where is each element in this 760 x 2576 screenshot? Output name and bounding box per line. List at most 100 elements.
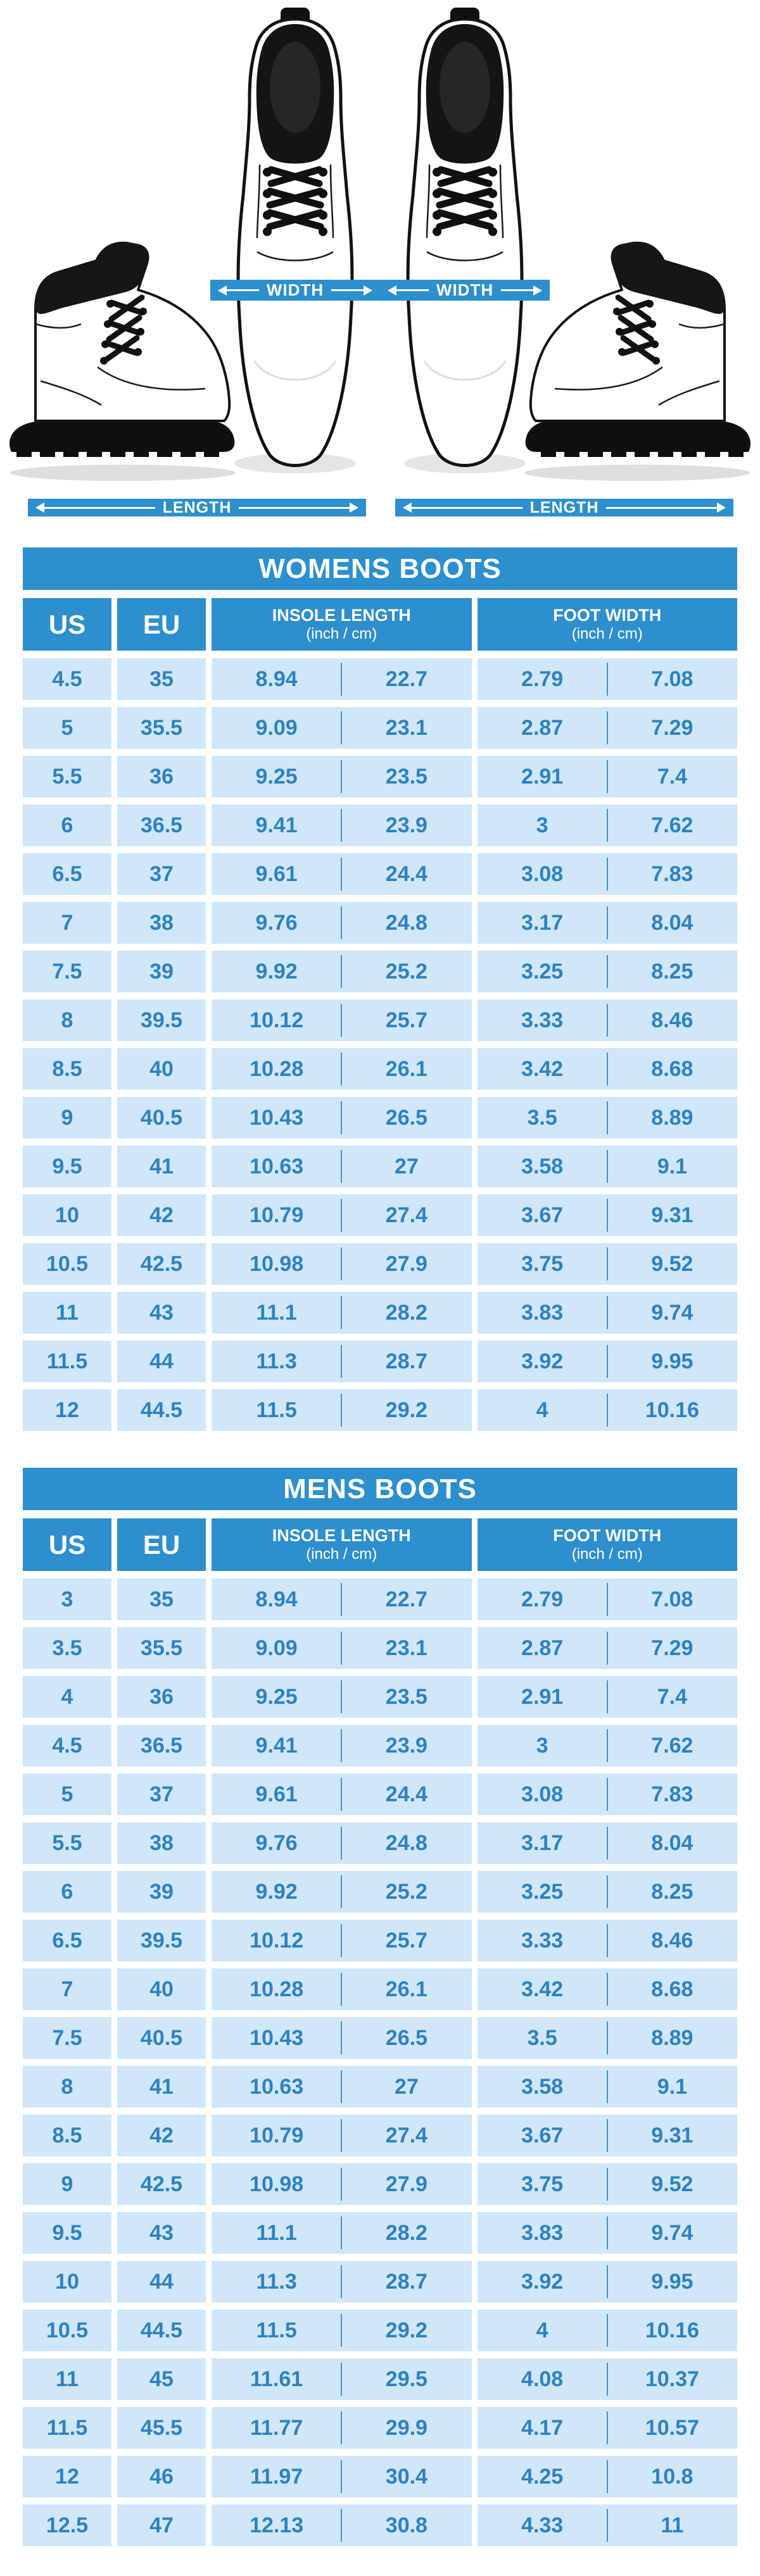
insole-length-cell: 9.76 24.8	[212, 902, 472, 944]
table-row: 12.5 47 12.13 30.8 4.33 11	[23, 2504, 737, 2546]
insole-cm-value: 22.7	[385, 1587, 428, 1611]
eu-size-cell: 39.5	[117, 1920, 206, 1961]
us-size-cell: 9.5	[23, 2212, 111, 2254]
eu-size-cell: 40	[117, 1968, 206, 2010]
unit-divider	[606, 1004, 608, 1037]
table-row: 10 44 11.3 28.7 3.92 9.95	[23, 2261, 737, 2303]
foot-width-cell: 3.83 9.74	[477, 2212, 737, 2254]
col-header-foot-units: (inch / cm)	[571, 1546, 643, 1563]
eu-size-cell: 42	[117, 1194, 206, 1236]
eu-size-cell: 42.5	[117, 1243, 206, 1285]
us-size-cell: 4	[23, 1676, 111, 1718]
insole-cm-value: 23.5	[385, 764, 428, 789]
insole-cm-value: 28.2	[385, 1300, 428, 1325]
insole-length-cell: 9.25 23.5	[212, 756, 472, 797]
width-measure-bar-right: WIDTH	[380, 280, 550, 301]
width-cm-value: 8.46	[651, 1928, 694, 1953]
table-row: 8.5 40 10.28 26.1 3.42 8.68	[23, 1048, 737, 1090]
unit-divider	[606, 1583, 608, 1616]
table-row: 10.5 42.5 10.98 27.9 3.75 9.52	[23, 1243, 737, 1285]
unit-divider	[606, 2509, 608, 2542]
length-measure-row: LENGTH LENGTH	[28, 499, 733, 516]
unit-divider	[606, 1150, 608, 1183]
insole-cm-value: 23.1	[385, 1635, 428, 1660]
insole-length-cell: 12.13 30.8	[212, 2504, 472, 2546]
insole-inch-value: 10.28	[250, 1056, 304, 1081]
width-inch-value: 3.83	[521, 2220, 564, 2245]
unit-divider	[341, 2314, 343, 2347]
width-cm-value: 7.08	[651, 1587, 694, 1611]
foot-width-cell: 3.75 9.52	[477, 2163, 737, 2205]
width-inch-value: 3.67	[521, 1203, 564, 1227]
foot-width-cell: 3.75 9.52	[477, 1243, 737, 1285]
insole-cm-value: 27	[394, 2074, 419, 2099]
unit-divider	[606, 858, 608, 891]
unit-divider	[606, 2216, 608, 2249]
unit-divider	[606, 1778, 608, 1811]
width-cm-value: 9.95	[651, 1349, 694, 1373]
insole-inch-value: 11.1	[256, 1300, 297, 1325]
us-size-cell: 5	[23, 1773, 111, 1815]
insole-cm-value: 29.2	[385, 1397, 428, 1422]
unit-divider	[341, 1199, 343, 1232]
unit-divider	[606, 1632, 608, 1665]
table-row: 12 44.5 11.5 29.2 4 10.16	[23, 1389, 737, 1431]
insole-length-cell: 9.92 25.2	[212, 1871, 472, 1913]
insole-length-cell: 10.79 27.4	[212, 1194, 472, 1236]
width-cm-value: 8.25	[651, 959, 694, 984]
unit-divider	[606, 2070, 608, 2103]
table-row: 4 36 9.25 23.5 2.91 7.4	[23, 1676, 737, 1718]
unit-divider	[341, 1973, 343, 2006]
foot-width-cell: 3.5 8.89	[477, 1097, 737, 1139]
unit-divider	[606, 1875, 608, 1908]
table-row: 7 38 9.76 24.8 3.17 8.04	[23, 902, 737, 944]
width-inch-value: 2.91	[521, 764, 564, 789]
unit-divider	[341, 955, 343, 988]
table-row: 8.5 42 10.79 27.4 3.67 9.31	[23, 2115, 737, 2156]
eu-size-cell: 39	[117, 951, 206, 992]
foot-width-cell: 3.08 7.83	[477, 1773, 737, 1815]
insole-inch-value: 11.5	[256, 2318, 297, 2342]
table-row: 3.5 35.5 9.09 23.1 2.87 7.29	[23, 1627, 737, 1669]
col-header-us: US	[23, 1518, 111, 1571]
unit-divider	[341, 1150, 343, 1183]
insole-cm-value: 29.9	[385, 2415, 428, 2440]
insole-inch-value: 9.09	[255, 1635, 298, 1660]
insole-length-cell: 11.1 28.2	[212, 2212, 472, 2254]
side-view-boot-illustration	[9, 241, 236, 481]
width-inch-value: 3.58	[521, 2074, 564, 2099]
eu-size-cell: 36.5	[117, 804, 206, 846]
eu-size-cell: 36	[117, 1676, 206, 1718]
insole-inch-value: 12.13	[250, 2513, 304, 2537]
insole-cm-value: 26.5	[385, 1105, 428, 1130]
eu-size-cell: 44.5	[117, 2310, 206, 2351]
width-inch-value: 3.58	[521, 1154, 564, 1179]
insole-cm-value: 28.2	[385, 2220, 428, 2245]
insole-cm-value: 25.2	[385, 1879, 428, 1904]
unit-divider	[606, 1247, 608, 1280]
insole-inch-value: 9.41	[255, 813, 298, 837]
col-header-eu: EU	[117, 1518, 206, 1571]
insole-length-cell: 10.12 25.7	[212, 1920, 472, 1961]
top-view-boot-illustration	[404, 8, 526, 473]
foot-width-cell: 4 10.16	[477, 1389, 737, 1431]
unit-divider	[606, 2460, 608, 2493]
side-view-boot-right	[520, 229, 757, 482]
insole-cm-value: 30.4	[385, 2464, 428, 2489]
eu-size-cell: 46	[117, 2456, 206, 2498]
unit-divider	[606, 663, 608, 696]
insole-inch-value: 10.12	[250, 1928, 304, 1953]
width-cm-value: 9.52	[651, 2172, 694, 2196]
arrow-left-icon	[389, 289, 429, 291]
width-cm-value: 7.83	[651, 861, 694, 886]
eu-size-cell: 45.5	[117, 2407, 206, 2449]
arrow-right-icon	[501, 289, 542, 291]
insole-inch-value: 10.98	[250, 1251, 304, 1276]
foot-width-cell: 4.25 10.8	[477, 2456, 737, 2498]
insole-inch-value: 10.79	[250, 2123, 304, 2148]
insole-inch-value: 11.3	[256, 2269, 297, 2294]
col-header-foot-width: FOOT WIDTH (inch / cm)	[477, 598, 737, 651]
us-size-cell: 11.5	[23, 1341, 111, 1382]
eu-size-cell: 44	[117, 2261, 206, 2303]
table-row: 11 43 11.1 28.2 3.83 9.74	[23, 1292, 737, 1334]
